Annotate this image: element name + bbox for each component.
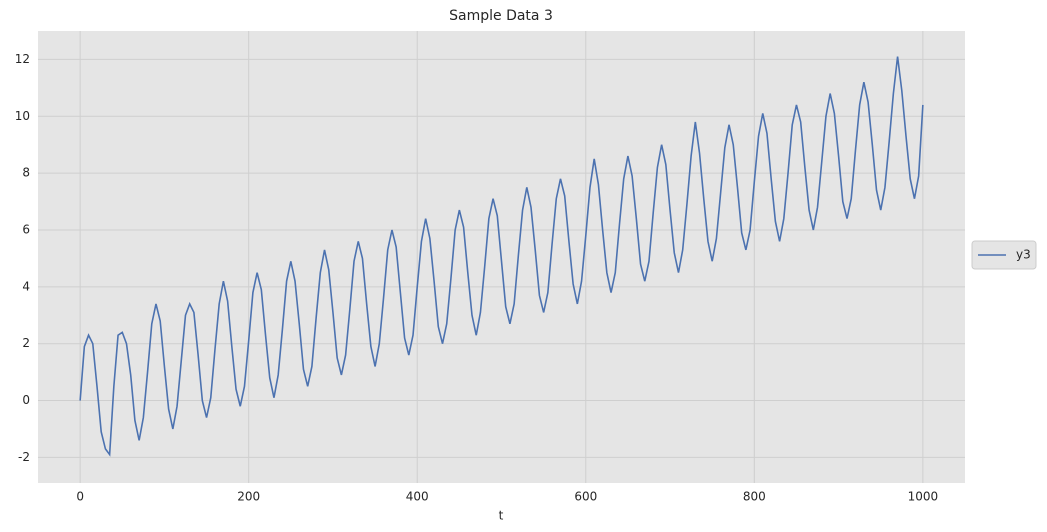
- x-tick-label: 0: [76, 490, 84, 504]
- legend-label: y3: [1016, 248, 1031, 262]
- y-tick-label: 10: [15, 109, 30, 123]
- y-tick-label: 8: [22, 166, 30, 180]
- y-tick-label: -2: [18, 450, 30, 464]
- x-tick-label: 800: [743, 490, 766, 504]
- x-tick-label: 600: [574, 490, 597, 504]
- x-tick-label: 200: [237, 490, 260, 504]
- y-tick-label: 2: [22, 336, 30, 350]
- chart-title: Sample Data 3: [449, 8, 553, 24]
- y-tick-label: 12: [15, 52, 30, 66]
- y-tick-label: 0: [22, 393, 30, 407]
- x-tick-label: 400: [406, 490, 429, 504]
- y-tick-label: 6: [22, 222, 30, 236]
- y-tick-label: 4: [22, 279, 30, 293]
- x-axis-label: t: [499, 509, 504, 523]
- line-series: [79, 56, 924, 457]
- x-tick-label: 1000: [908, 490, 939, 504]
